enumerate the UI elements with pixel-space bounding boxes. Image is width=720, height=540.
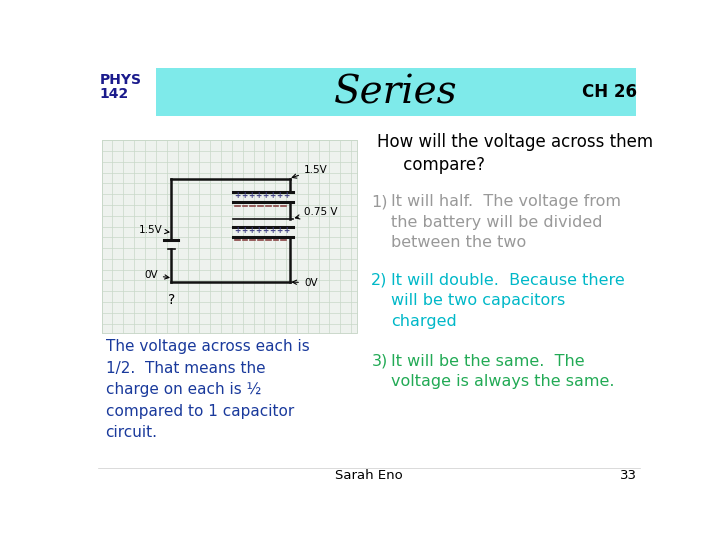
- Text: How will the voltage across them
     compare?: How will the voltage across them compare…: [377, 132, 653, 174]
- Text: +: +: [234, 226, 240, 235]
- Text: +: +: [255, 226, 261, 235]
- Text: 2): 2): [372, 273, 387, 288]
- Text: 0.75 V: 0.75 V: [295, 207, 338, 219]
- Text: +: +: [283, 191, 289, 200]
- Text: +: +: [241, 191, 248, 200]
- Text: 1.5V: 1.5V: [139, 225, 169, 235]
- Text: +: +: [276, 226, 282, 235]
- Text: 33: 33: [620, 469, 637, 482]
- Text: Sarah Eno: Sarah Eno: [335, 469, 403, 482]
- Text: 1.5V: 1.5V: [292, 165, 328, 178]
- Text: +: +: [255, 191, 261, 200]
- Text: +: +: [269, 191, 275, 200]
- Text: +: +: [262, 226, 269, 235]
- Text: It will double.  Because there
will be two capacitors
charged: It will double. Because there will be tw…: [391, 273, 624, 328]
- Text: 142: 142: [99, 87, 129, 101]
- Text: ?: ?: [168, 293, 175, 307]
- Text: +: +: [262, 191, 269, 200]
- Text: It will half.  The voltage from
the battery will be divided
between the two: It will half. The voltage from the batte…: [391, 194, 621, 250]
- Text: PHYS: PHYS: [99, 73, 141, 87]
- Text: +: +: [248, 226, 254, 235]
- Text: +: +: [276, 191, 282, 200]
- Text: 0V: 0V: [144, 270, 169, 280]
- FancyBboxPatch shape: [156, 68, 636, 116]
- Text: +: +: [234, 191, 240, 200]
- Text: Series: Series: [334, 75, 458, 112]
- Text: +: +: [269, 226, 275, 235]
- Text: It will be the same.  The
voltage is always the same.: It will be the same. The voltage is alwa…: [391, 354, 614, 389]
- Text: CH 26: CH 26: [582, 83, 637, 101]
- Text: 1): 1): [372, 194, 388, 209]
- Text: 0V: 0V: [292, 278, 318, 288]
- Text: The voltage across each is
1/2.  That means the
charge on each is ½
compared to : The voltage across each is 1/2. That mea…: [106, 339, 310, 440]
- Text: +: +: [241, 226, 248, 235]
- Text: 3): 3): [372, 354, 387, 368]
- Text: +: +: [248, 191, 254, 200]
- Text: +: +: [283, 226, 289, 235]
- FancyBboxPatch shape: [102, 140, 357, 333]
